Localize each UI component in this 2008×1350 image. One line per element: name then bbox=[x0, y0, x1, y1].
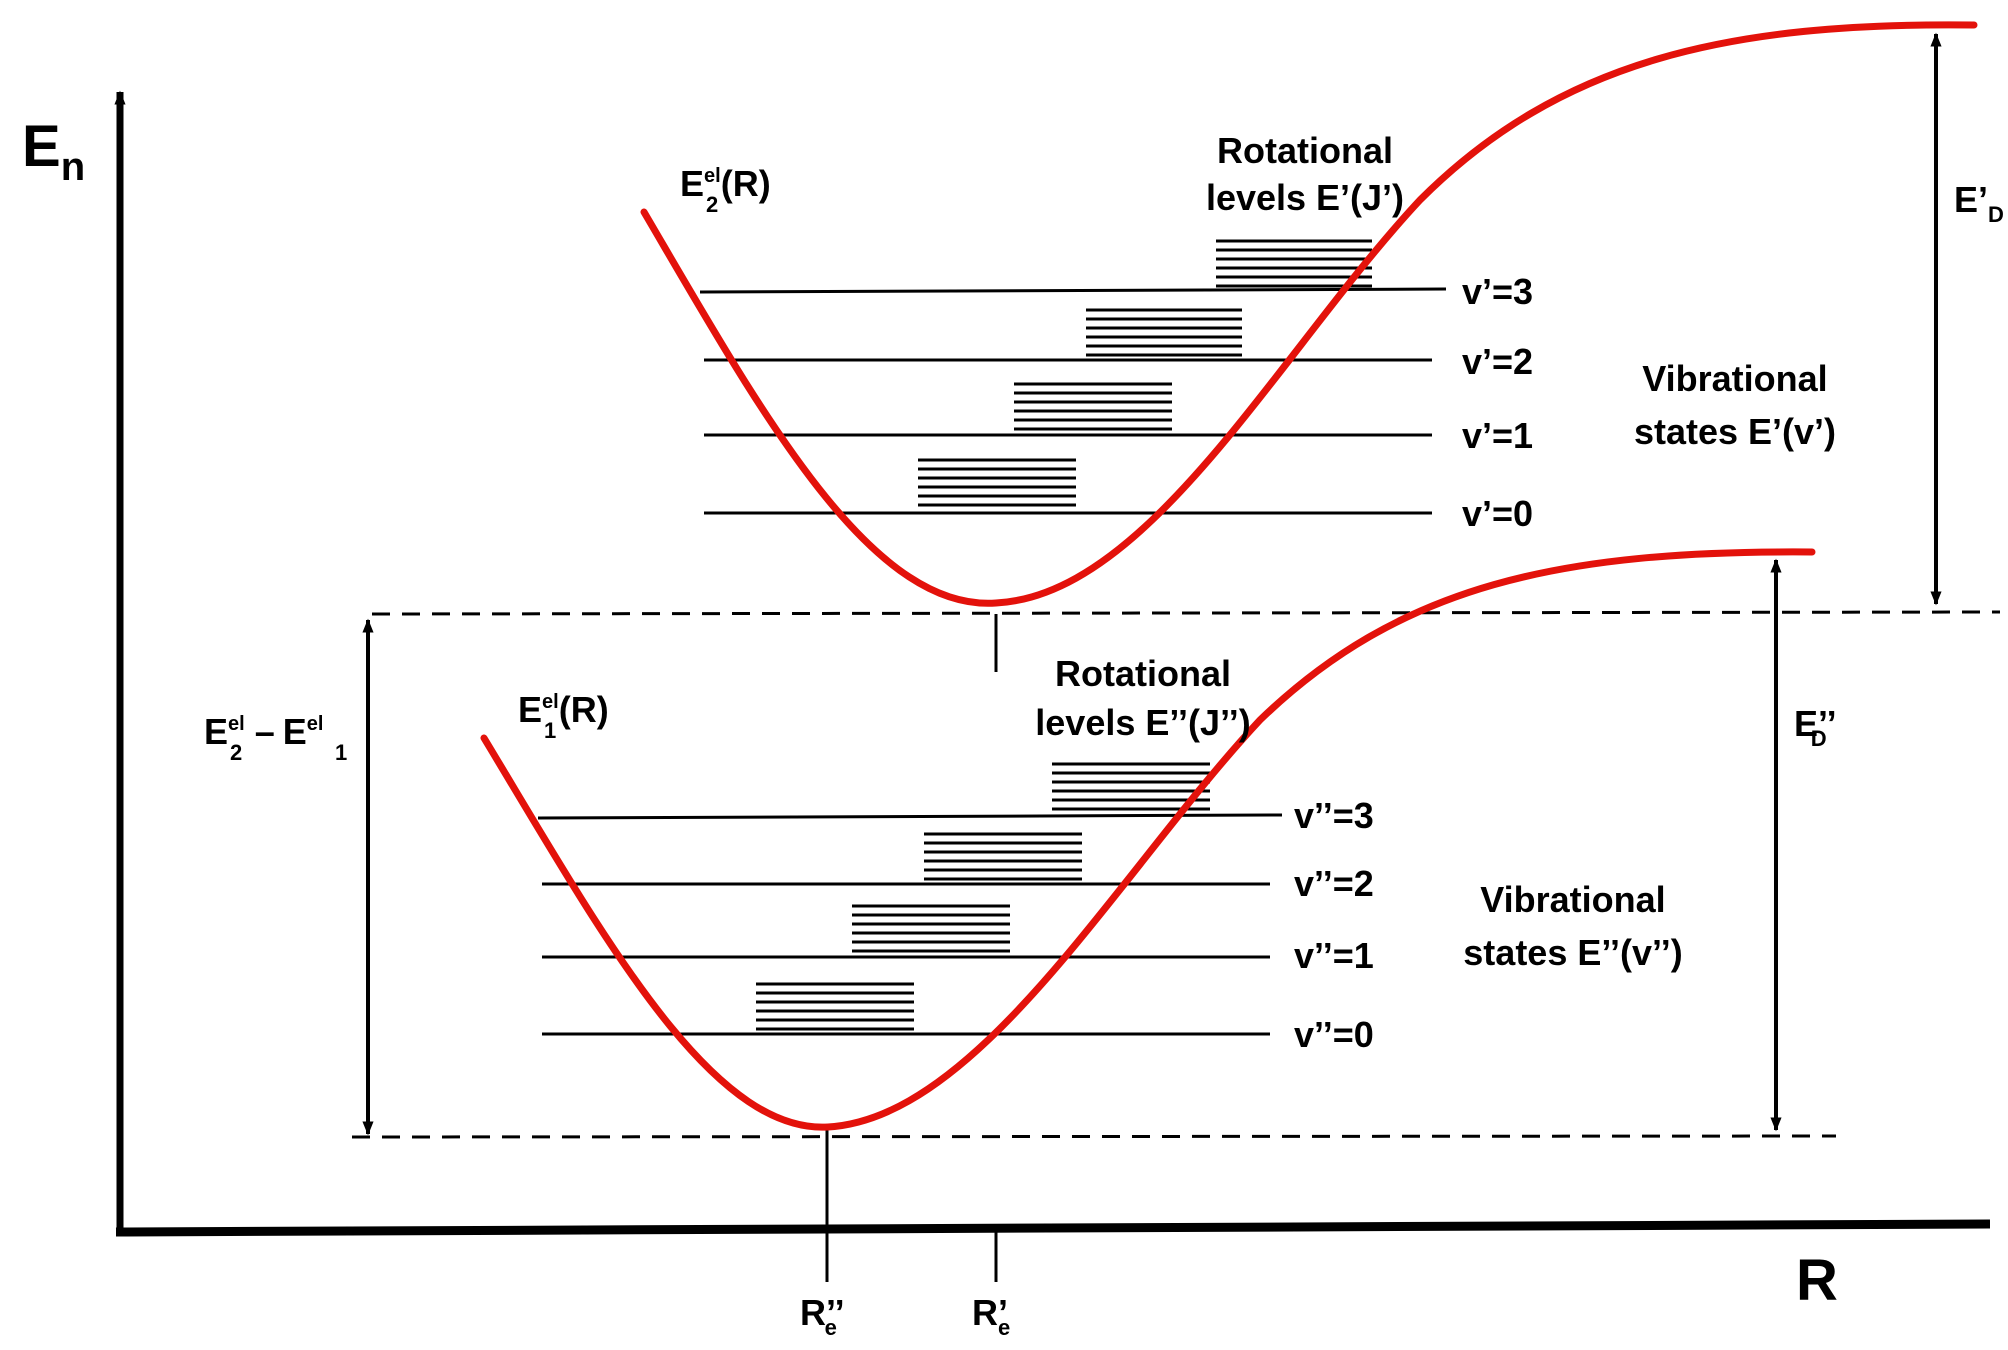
upper-curve-label: Eel(R) bbox=[680, 163, 771, 204]
upper-rotational-title-line-2: levels E’(J’) bbox=[1206, 177, 1404, 218]
lower-curve-label: Eel(R) bbox=[518, 689, 609, 730]
upper-vibrational-level-3 bbox=[699, 287, 1447, 294]
upper-vibrational-title-line-2: states E’(v’) bbox=[1634, 411, 1836, 452]
equilibrium-markers: R’’e R’e bbox=[800, 614, 1010, 1340]
lower-level-label-1: v’’=1 bbox=[1294, 935, 1374, 976]
electronic-gap-sub-2: 2 bbox=[230, 740, 242, 765]
x-axis-label: R bbox=[1796, 1248, 1838, 1313]
upper-minimum-dashed-line bbox=[371, 610, 2001, 616]
lower-level-label-2: v’’=2 bbox=[1294, 863, 1374, 904]
lower-curve-label-sub: 1 bbox=[544, 718, 556, 743]
upper-level-label-2: v’=2 bbox=[1462, 341, 1533, 382]
lower-rotational-title-line-2: levels E’’(J’’) bbox=[1035, 702, 1250, 743]
lower-rotational-title-line-1: Rotational bbox=[1055, 653, 1231, 694]
lower-level-label-0: v’’=0 bbox=[1294, 1014, 1374, 1055]
lower-level-label-3: v’’=3 bbox=[1294, 795, 1374, 836]
lower-rotational-group-2 bbox=[924, 832, 1082, 881]
upper-rotational-title-line-1: Rotational bbox=[1217, 130, 1393, 171]
upper-rotational-group-2 bbox=[1086, 308, 1242, 357]
upper-rotational-group-0 bbox=[918, 458, 1076, 507]
upper-level-label-3: v’=3 bbox=[1462, 271, 1533, 312]
lower-potential-curve bbox=[480, 548, 1816, 1131]
x-axis bbox=[115, 1219, 1991, 1237]
upper-curve-label-sub: 2 bbox=[706, 192, 718, 217]
lower-vibrational-title-line-2: states E’’(v’’) bbox=[1463, 932, 1682, 973]
lower-dissociation-label: E’’D bbox=[1794, 703, 1837, 751]
upper-rotational-group-3 bbox=[1216, 239, 1372, 288]
upper-state: v’=3 v’=2 v’=1 v’=0 Eel(R) 2 Rotational … bbox=[640, 21, 1978, 607]
lower-vibrational-level-3 bbox=[537, 813, 1283, 820]
lower-rotational-group-0 bbox=[756, 982, 914, 1031]
reference-lines bbox=[351, 610, 2001, 1139]
upper-rotational-group-1 bbox=[1014, 382, 1172, 431]
upper-potential-curve bbox=[640, 21, 1978, 607]
lower-rotational-group-1 bbox=[852, 904, 1010, 953]
lower-equilibrium-label: R’’e bbox=[800, 1292, 845, 1340]
axes: En R bbox=[22, 90, 1991, 1313]
electronic-gap-sub-1: 1 bbox=[335, 740, 347, 765]
energy-arrows: E’D E’’D Eel – Eel 2 1 bbox=[204, 32, 2004, 1136]
lower-vibrational-title-line-1: Vibrational bbox=[1480, 879, 1665, 920]
upper-vibrational-title-line-1: Vibrational bbox=[1642, 358, 1827, 399]
upper-level-label-1: v’=1 bbox=[1462, 415, 1533, 456]
upper-level-label-0: v’=0 bbox=[1462, 493, 1533, 534]
upper-dissociation-label: E’D bbox=[1954, 179, 2004, 227]
lower-rotational-group-3 bbox=[1052, 762, 1210, 811]
lower-minimum-dashed-line bbox=[351, 1134, 1837, 1139]
lower-state: v’’=3 v’’=2 v’’=1 v’’=0 Eel(R) 1 Rotatio… bbox=[480, 548, 1816, 1131]
upper-equilibrium-label: R’e bbox=[972, 1292, 1010, 1340]
y-axis-label: En bbox=[22, 114, 85, 189]
electronic-gap-label: Eel – Eel bbox=[204, 711, 323, 752]
